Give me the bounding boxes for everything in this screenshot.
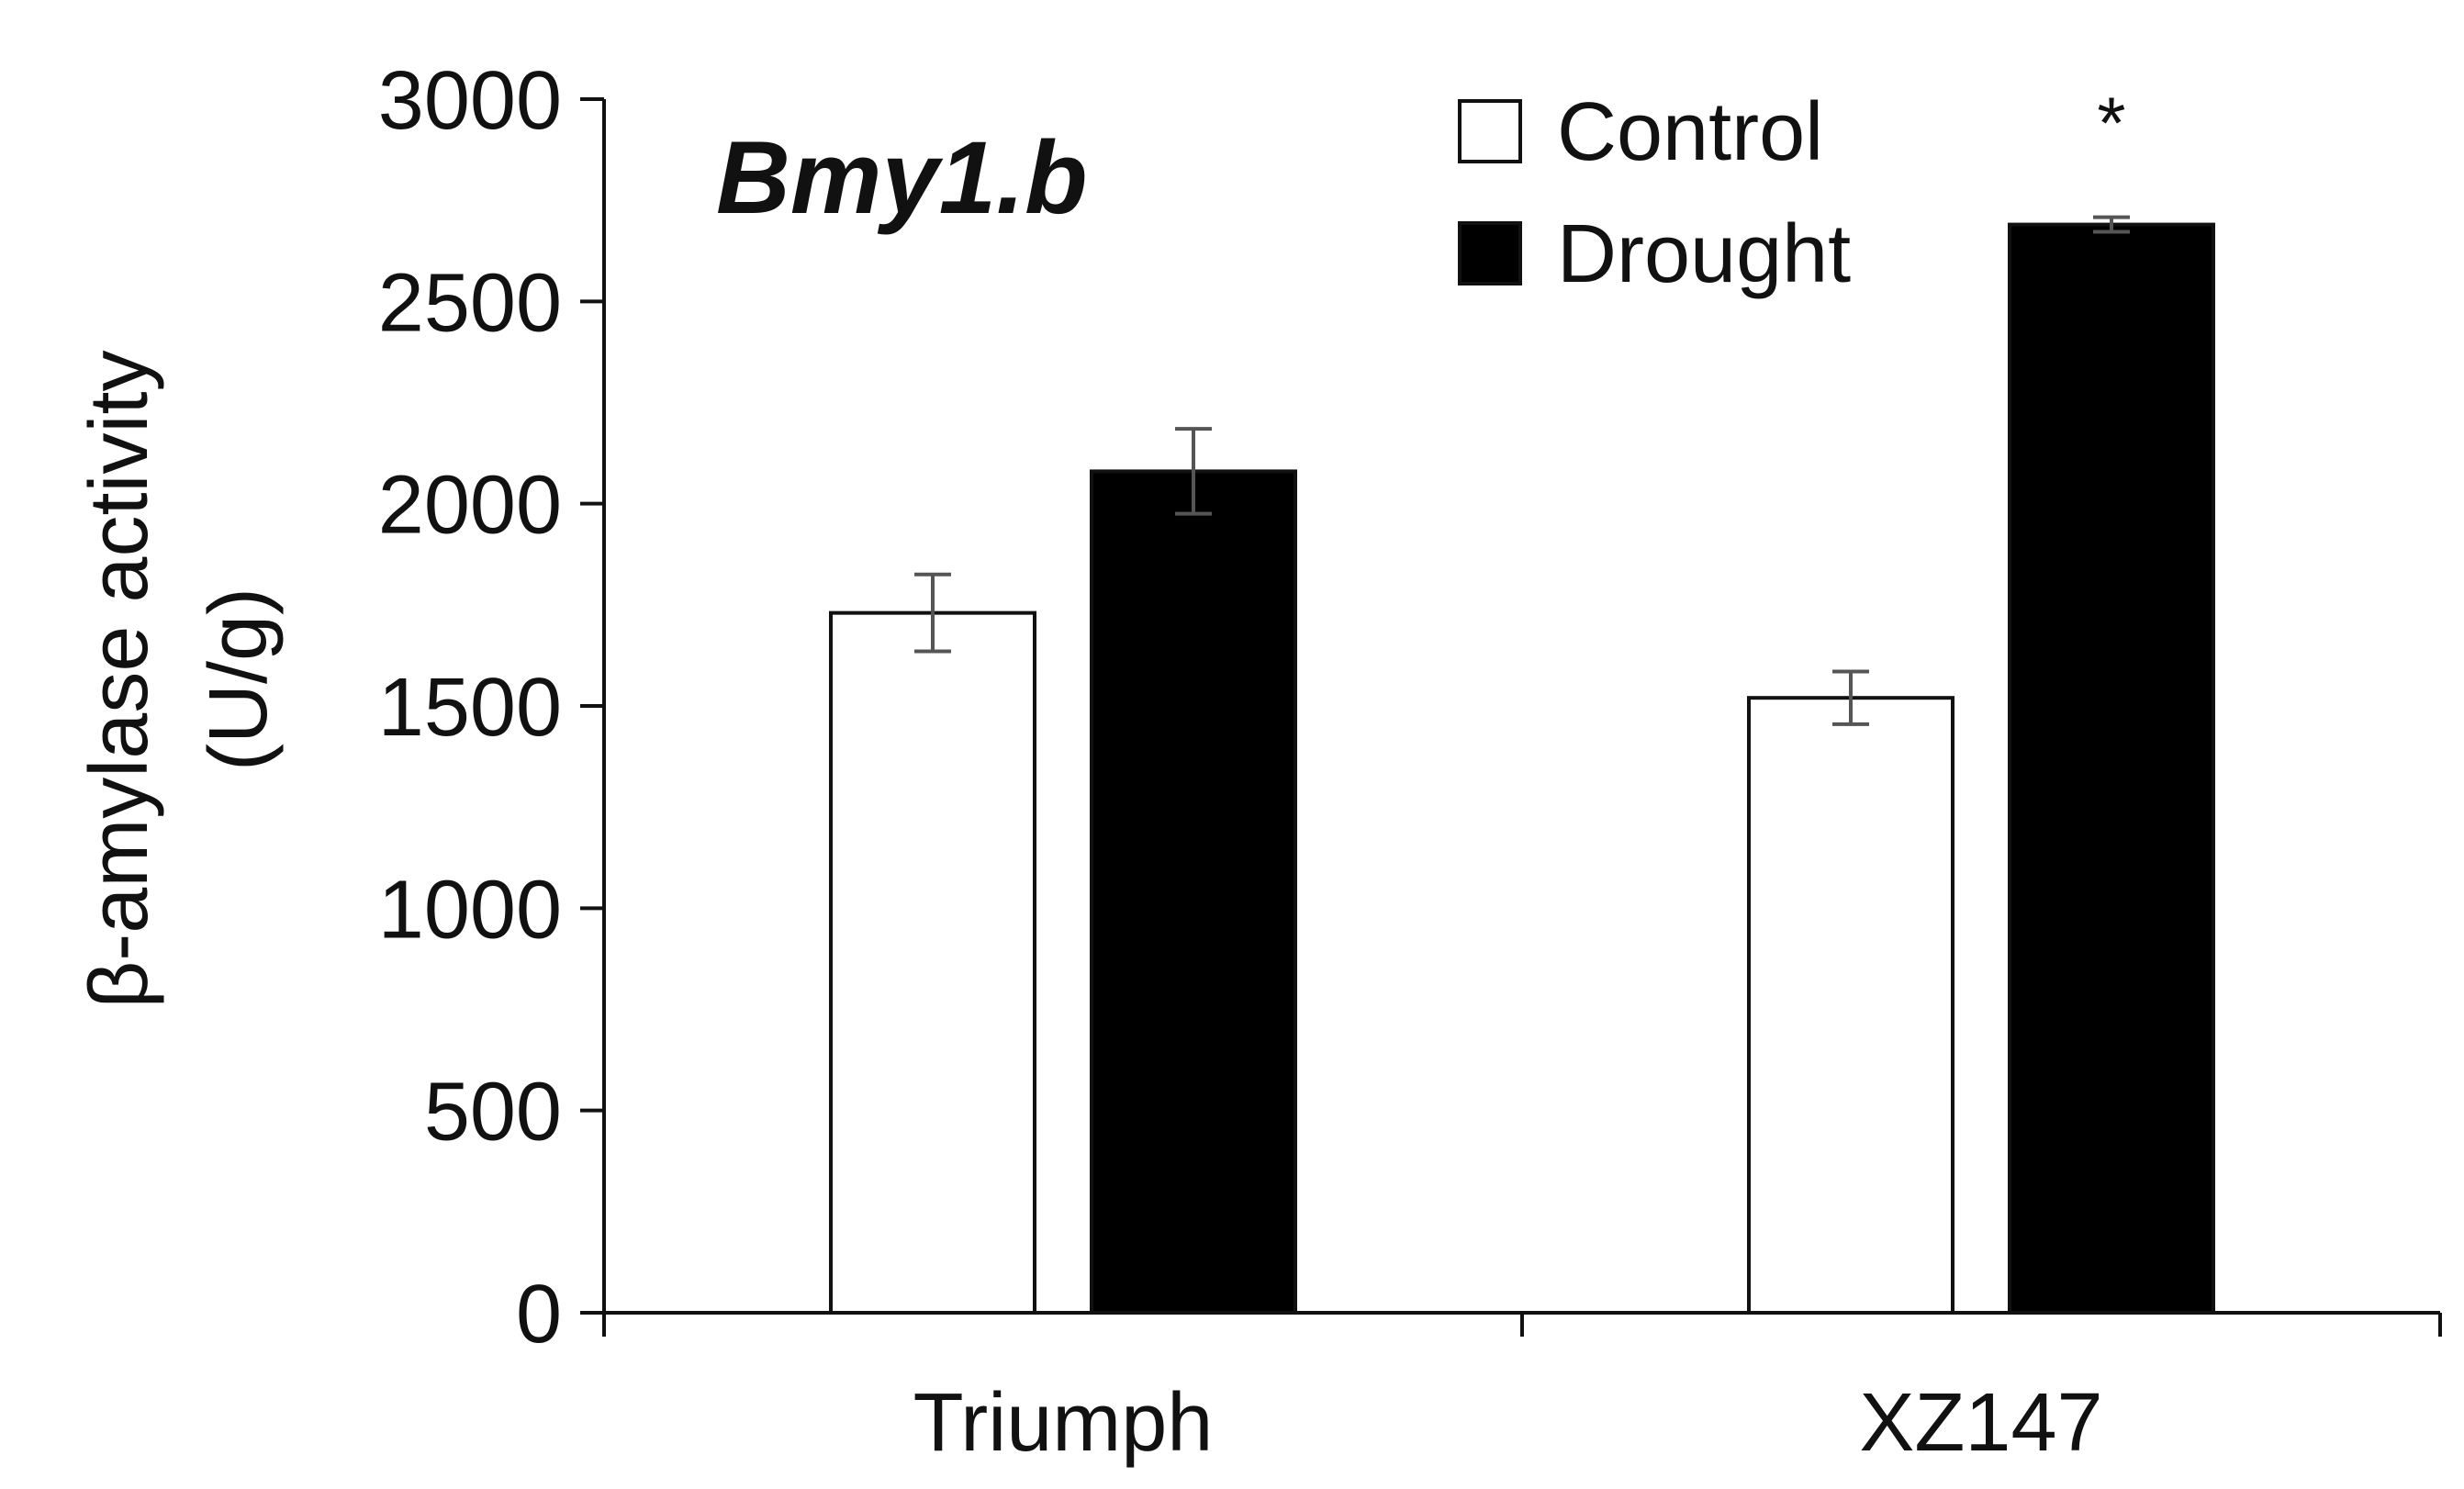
legend-swatch-drought [1458,221,1522,285]
y-tick-label: 2500 [378,257,562,349]
legend-label-control: Control [1557,86,1823,178]
bar-control-xz147 [1747,696,1954,1315]
y-tick-label: 1500 [378,662,562,754]
significance-annotations: * [2097,83,2125,164]
y-tick-label: 1000 [378,864,562,956]
error-bars [914,215,2130,726]
legend-label-drought: Drought [1557,208,1851,300]
bars [829,222,2215,1315]
x-tick-label: XZ147 [1859,1377,2102,1469]
bar-drought-triumph [1090,469,1297,1315]
y-tick-label: 500 [424,1067,562,1159]
bar-drought-xz147 [2008,222,2215,1315]
x-tick-label: Triumph [913,1377,1214,1469]
significance-marker: * [2097,83,2125,164]
y-axis-title-line1: β-amylase activity [73,351,165,1009]
y-tick-label: 2000 [378,460,562,552]
x-axis-ticks: Triumph XZ147 [602,1313,2442,1469]
legend: Control Drought [1458,86,1851,300]
legend-swatch-control [1458,99,1522,163]
y-axis-ticks: 0 500 1000 1500 2000 2500 3000 [378,55,604,1360]
bar-control-triumph [829,610,1036,1315]
y-tick-label: 3000 [378,55,562,147]
y-axis-title: β-amylase activity (U/g) [73,351,285,1009]
y-tick-label: 0 [516,1269,562,1360]
y-axis-title-line2: (U/g) [193,588,285,771]
chart-title: Bmy1.b [716,120,1088,235]
